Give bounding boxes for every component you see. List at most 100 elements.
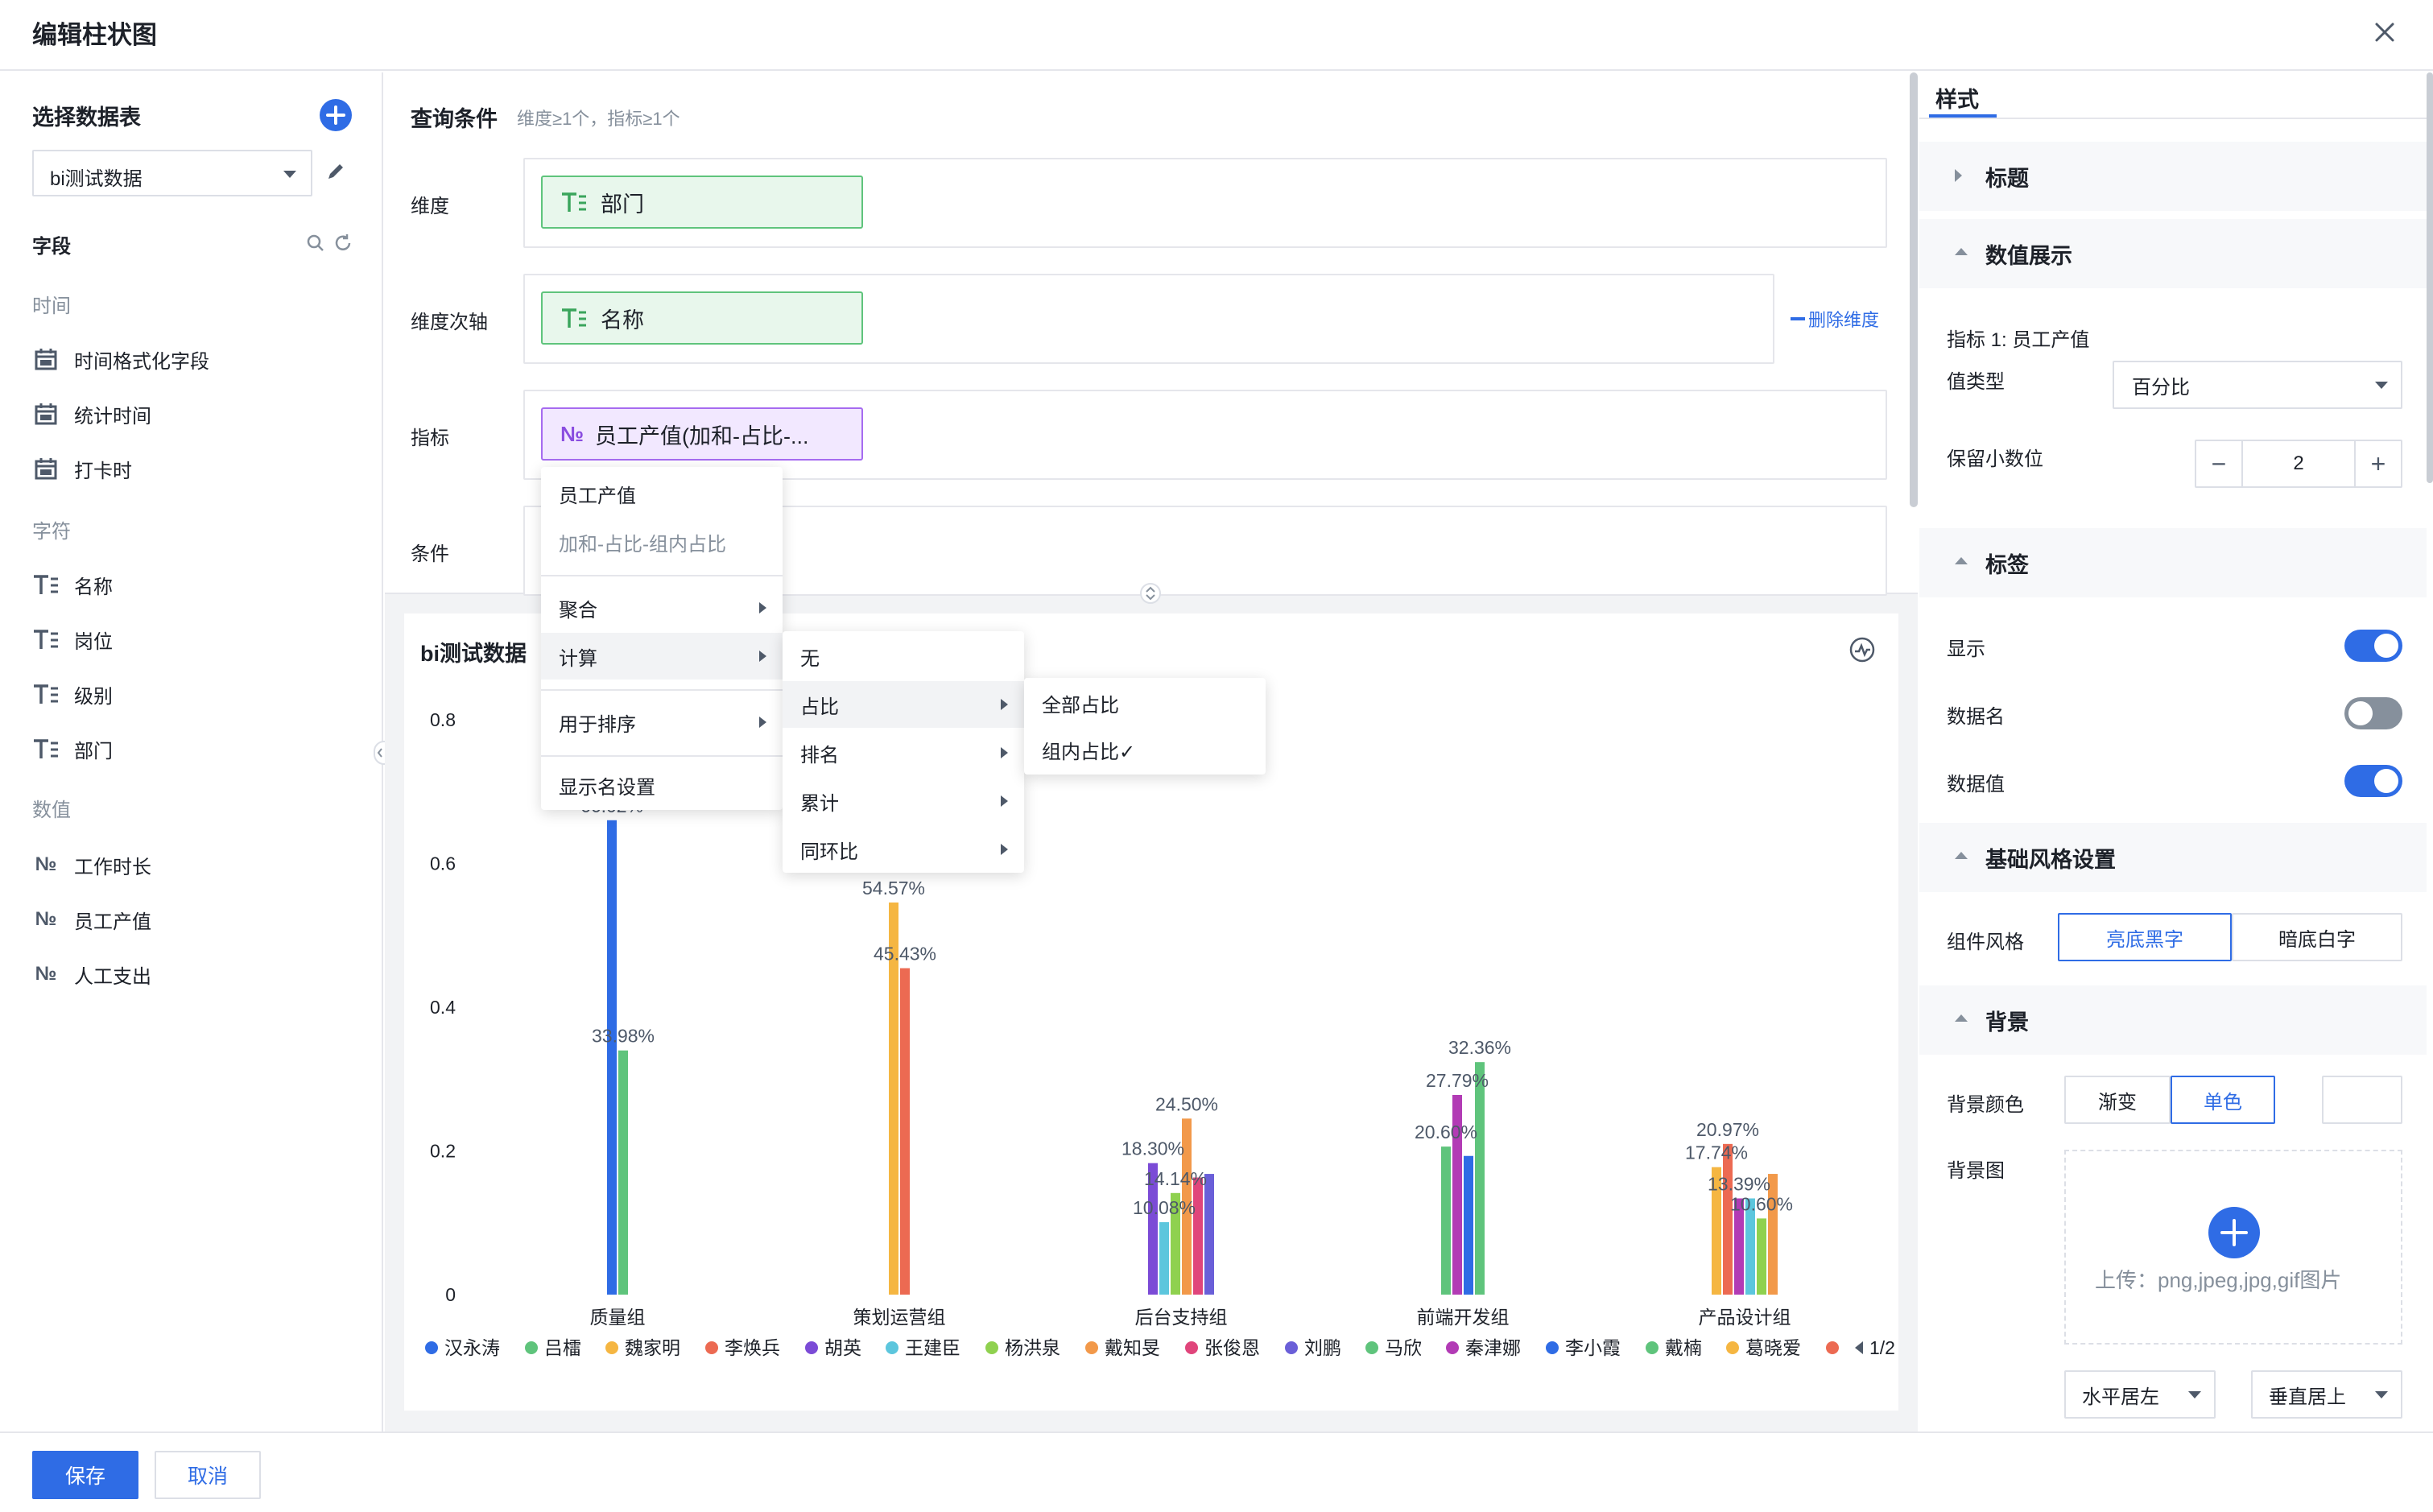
field-item[interactable]: 名称 [32, 567, 113, 602]
menu-item-label: 显示名设置 [559, 776, 655, 799]
bar [889, 902, 898, 1295]
dialog-footer [0, 1431, 2433, 1512]
field-item[interactable]: № 员工产值 [32, 902, 151, 937]
menu-item-sort[interactable]: 用于排序 [541, 699, 783, 746]
text-field-icon [32, 571, 60, 598]
decimals-stepper[interactable]: − 2 + [2195, 440, 2402, 488]
delete-dimension-button[interactable]: 删除维度 [1791, 306, 1879, 332]
section-basic-style[interactable]: 基础风格设置 [1919, 823, 2427, 892]
section-label[interactable]: 标签 [1919, 528, 2427, 597]
metric-chip[interactable]: № 员工产值(加和-占比-... [541, 407, 863, 461]
edit-icon[interactable] [324, 159, 348, 184]
menu-item-display-name[interactable]: 显示名设置 [541, 762, 783, 808]
legend-item: 李焕兵 [725, 1337, 780, 1358]
upload-plus-icon[interactable] [2208, 1206, 2261, 1259]
group-title-time: 时间 [32, 295, 71, 317]
upload-area[interactable]: 上传：png,jpeg,jpg,gif图片 [2064, 1150, 2402, 1345]
bar [1734, 1198, 1744, 1295]
field-label: 统计时间 [74, 405, 151, 428]
submenu-item-period[interactable]: 同环比 [783, 826, 1024, 873]
add-table-icon[interactable] [319, 98, 353, 132]
ratio-submenu: 全部占比 组内占比✓ [1024, 678, 1266, 775]
condition-label: 条件 [411, 543, 449, 565]
section-value-display[interactable]: 数值展示 [1919, 219, 2427, 288]
bar [1204, 1174, 1214, 1295]
menu-subheader: 加和-占比-组内占比 [559, 533, 726, 556]
plus-icon[interactable]: + [2354, 441, 2401, 486]
menu-item-calculate[interactable]: 计算 [541, 633, 783, 680]
value-type-select[interactable]: 百分比 [2113, 361, 2402, 409]
chevron-right-icon [1001, 844, 1008, 855]
submenu-item-none[interactable]: 无 [783, 633, 1024, 680]
show-toggle[interactable] [2344, 630, 2402, 662]
submenu-item-total-ratio[interactable]: 全部占比 [1024, 680, 1266, 726]
close-icon[interactable] [2369, 16, 2401, 48]
x-tick-label: 策划运营组 [853, 1307, 946, 1328]
legend-item: 马欣 [1385, 1337, 1422, 1358]
number-field-icon: № [35, 908, 57, 930]
secondary-axis-chip[interactable]: 名称 [541, 291, 863, 345]
bg-solid-button[interactable]: 单色 [2171, 1076, 2275, 1124]
style-light-button[interactable]: 亮底黑字 [2058, 913, 2232, 961]
x-tick-label: 前端开发组 [1417, 1307, 1510, 1328]
bar-chart: 00.20.40.60.8质量组策划运营组后台支持组前端开发组产品设计组66.0… [425, 709, 1895, 1358]
v-align-select[interactable]: 垂直居上 [2251, 1370, 2402, 1419]
section-title[interactable]: 标题 [1919, 142, 2427, 211]
data-label: 14.14% [1144, 1168, 1207, 1189]
data-name-toggle[interactable] [2344, 697, 2402, 729]
data-label: 54.57% [862, 878, 925, 899]
scrollbar[interactable] [2427, 72, 2433, 483]
style-dark-button[interactable]: 暗底白字 [2232, 913, 2402, 961]
bar [618, 1050, 628, 1295]
metric-label: 指标 [411, 428, 449, 449]
section-background[interactable]: 背景 [1919, 985, 2427, 1055]
component-style-label: 组件风格 [1947, 932, 2024, 953]
submenu-item-group-ratio[interactable]: 组内占比✓ [1024, 726, 1266, 773]
cancel-button[interactable]: 取消 [155, 1451, 261, 1499]
secondary-axis-label: 维度次轴 [411, 312, 488, 333]
submenu-item-cumulative[interactable]: 累计 [783, 778, 1024, 824]
tab-style[interactable]: 样式 [1935, 88, 1979, 112]
legend-marker [1726, 1341, 1739, 1354]
scrollbar[interactable] [1910, 72, 1918, 507]
field-item[interactable]: 打卡时 [32, 451, 132, 486]
legend-item: 魏家明 [625, 1337, 680, 1358]
bar [1745, 1198, 1755, 1295]
metric-chip-label: 员工产值(加和-占比-... [594, 423, 809, 448]
bg-gradient-button[interactable]: 渐变 [2064, 1076, 2171, 1124]
section-title-label: 标题 [1985, 167, 2029, 191]
bg-color-swatch[interactable] [2322, 1076, 2402, 1124]
legend-marker [886, 1341, 898, 1354]
field-item[interactable]: 岗位 [32, 622, 113, 657]
value-type-value: 百分比 [2132, 376, 2190, 399]
decimals-value[interactable]: 2 [2293, 452, 2304, 474]
select-table-title: 选择数据表 [32, 105, 141, 130]
menu-item-aggregate[interactable]: 聚合 [541, 585, 783, 631]
data-value-toggle[interactable] [2344, 765, 2402, 797]
menu-item-label: 无 [800, 647, 820, 670]
dimension-chip[interactable]: 部门 [541, 176, 863, 229]
menu-header: 员工产值 [559, 485, 636, 507]
refresh-icon[interactable] [333, 233, 353, 253]
submenu-item-ratio[interactable]: 占比 [783, 681, 1024, 728]
resize-handle-icon[interactable] [1140, 583, 1161, 604]
field-item[interactable]: 级别 [32, 676, 113, 712]
table-select[interactable]: bi测试数据 [32, 150, 312, 196]
show-label: 显示 [1947, 638, 1985, 660]
search-icon[interactable] [306, 233, 325, 253]
submenu-item-rank[interactable]: 排名 [783, 729, 1024, 776]
menu-item-label: 计算 [559, 647, 597, 670]
field-item[interactable]: 统计时间 [32, 396, 151, 432]
save-button[interactable]: 保存 [32, 1451, 138, 1499]
minus-icon[interactable]: − [2196, 441, 2243, 486]
field-item[interactable]: № 人工支出 [32, 956, 151, 992]
h-align-select[interactable]: 水平居左 [2064, 1370, 2216, 1419]
chevron-up-icon [1955, 852, 1968, 859]
chart-type-icon[interactable] [1849, 636, 1876, 663]
field-item[interactable]: 时间格式化字段 [32, 341, 209, 377]
field-label: 打卡时 [74, 460, 132, 482]
field-item[interactable]: № 工作时长 [32, 847, 151, 882]
chevron-down-icon [2375, 1391, 2388, 1398]
field-item[interactable]: 部门 [32, 731, 113, 766]
section-label-label: 标签 [1985, 553, 2029, 577]
